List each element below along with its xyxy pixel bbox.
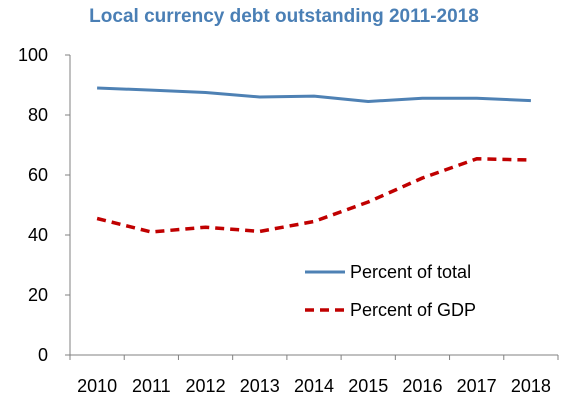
y-axis-ticks: 0 20 40 60 80 100 [18,45,70,365]
legend: Percent of total Percent of GDP [305,262,476,320]
y-tick-label: 40 [28,225,48,245]
x-axis-ticks: 2010 2011 2012 2013 2014 2015 2016 2017 2018 [69,355,559,396]
y-tick-label: 20 [28,285,48,305]
x-tick-label: 2018 [511,376,551,396]
y-tick-label: 0 [38,345,48,365]
x-tick-label: 2014 [294,376,334,396]
y-tick-label: 60 [28,165,48,185]
x-tick-label: 2010 [77,376,117,396]
x-tick-label: 2011 [132,376,171,396]
y-tick-label: 80 [28,105,48,125]
chart-title: Local currency debt outstanding 2011-201… [89,6,479,27]
y-tick-label: 100 [18,45,48,65]
x-tick-label: 2017 [457,376,497,396]
legend-label: Percent of total [350,262,471,282]
series-layer [96,86,531,234]
series-line-percent-of-total [97,86,531,103]
x-tick-label: 2013 [240,376,280,396]
x-tick-label: 2015 [348,376,388,396]
x-tick-label: 2012 [186,376,226,396]
x-tick-label: 2016 [402,376,442,396]
series-line-percent-of-gdp [96,157,531,234]
legend-label: Percent of GDP [350,300,476,320]
axes [69,55,558,356]
